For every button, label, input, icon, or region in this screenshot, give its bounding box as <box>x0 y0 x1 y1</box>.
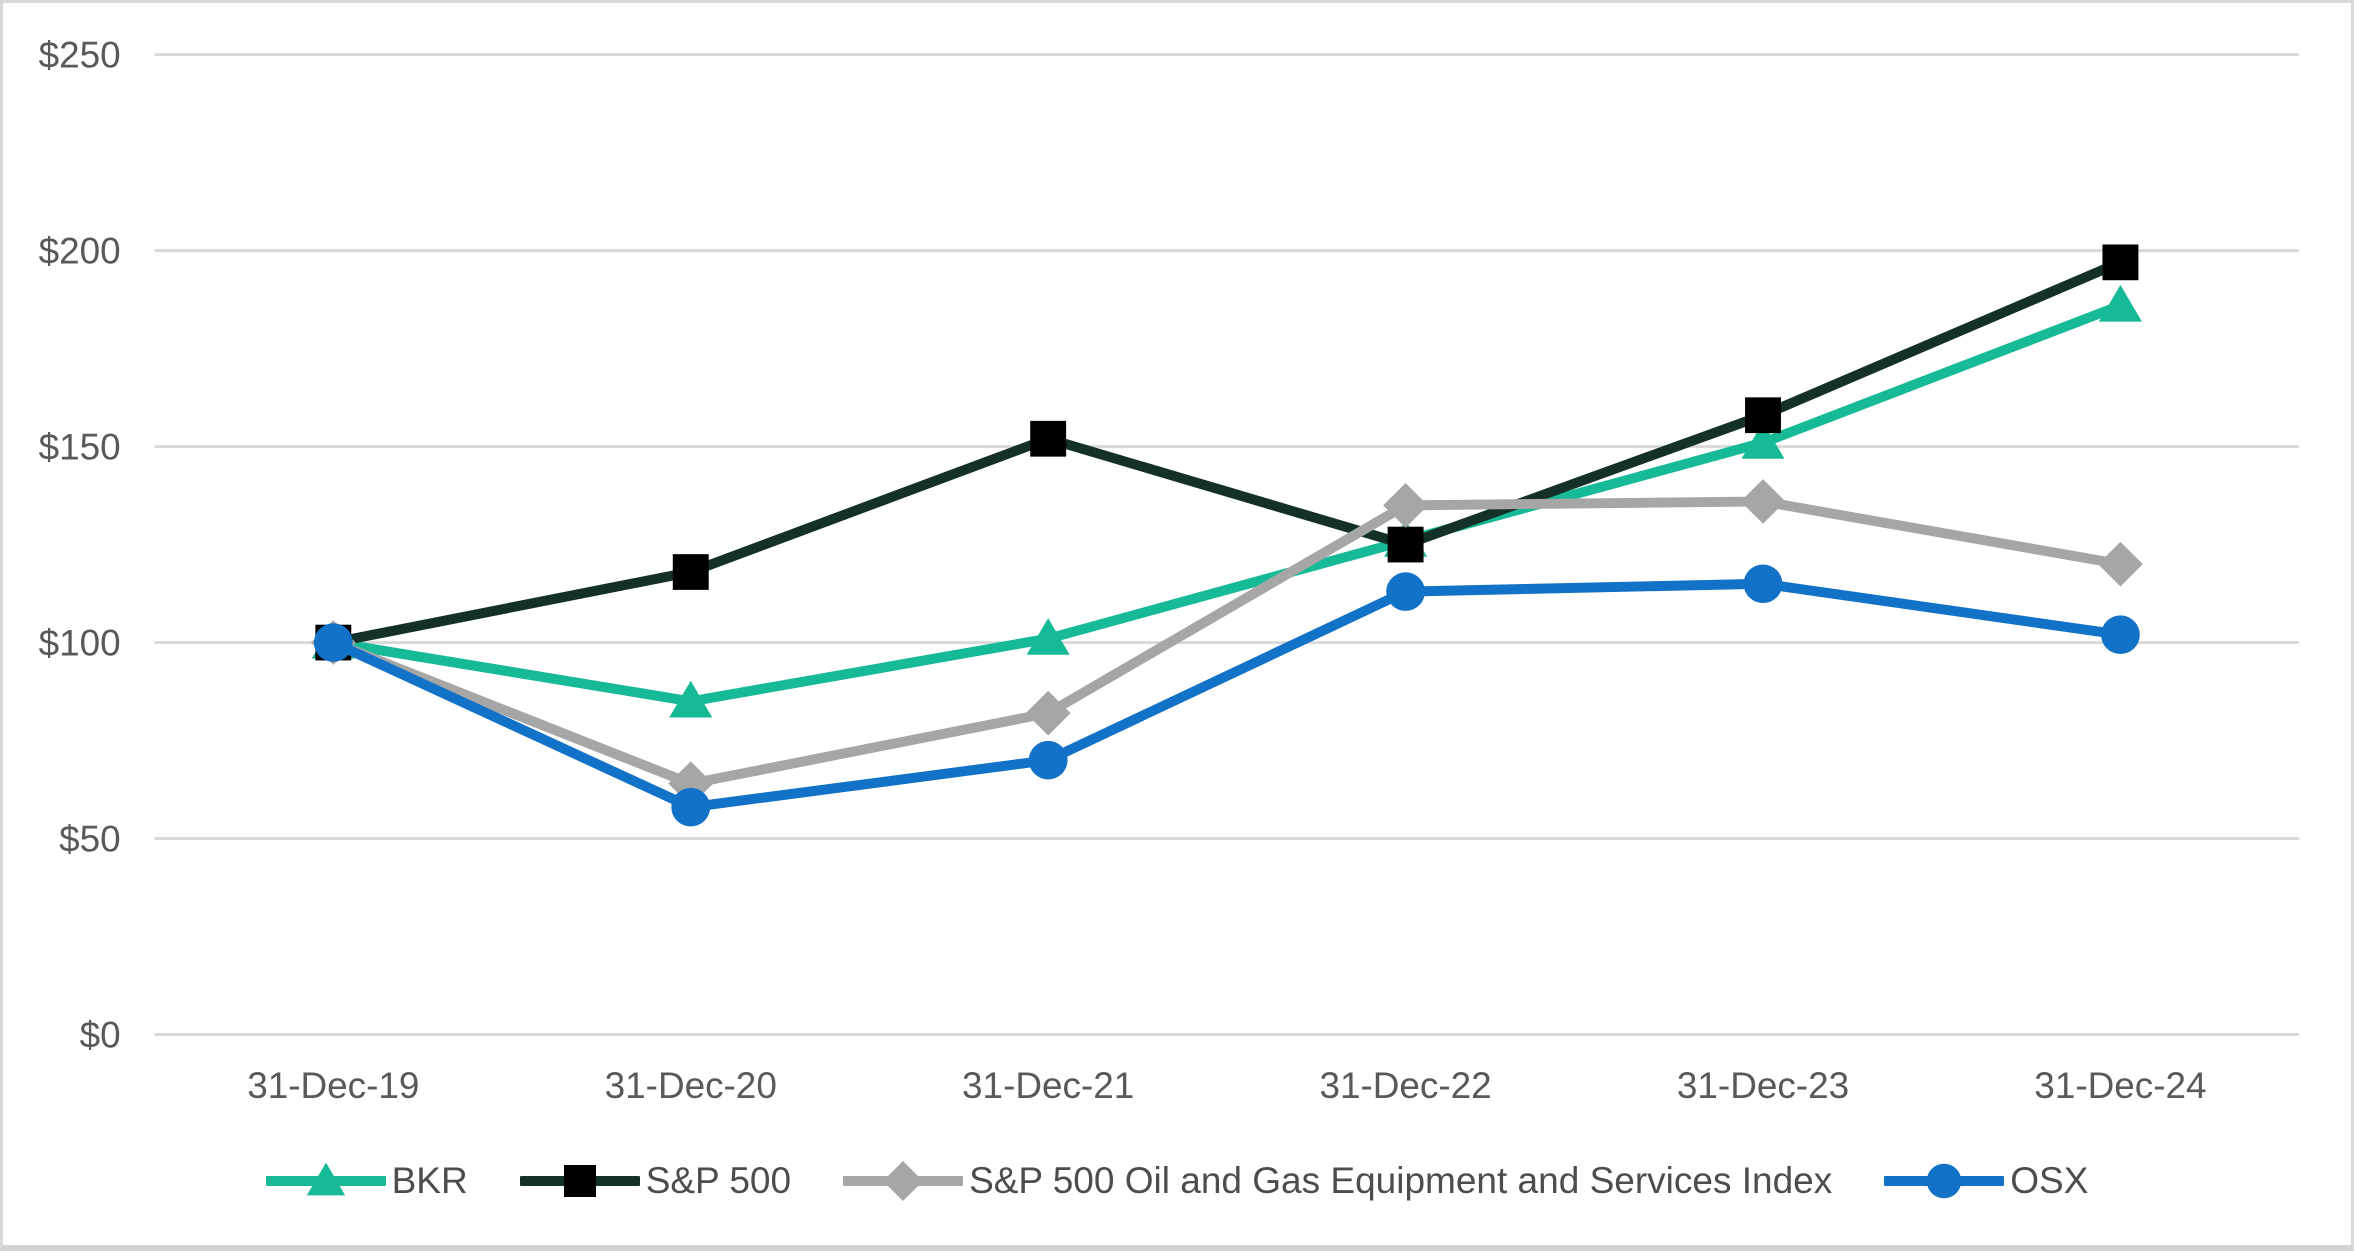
series-marker-s-p-500 <box>1030 420 1067 457</box>
series-marker-s-p-500-oil-and-gas-equipment-and-services-index <box>1025 690 1071 736</box>
y-axis-tick-label: $0 <box>80 1015 121 1056</box>
series-line-s-p-500-oil-and-gas-equipment-and-services-index <box>328 496 2126 789</box>
chart-legend: BKR S&P 500 S&P 500 Oil and Gas Equipment … <box>3 1149 2351 1213</box>
legend-circle-swatch-icon <box>1884 1163 2005 1199</box>
series-marker-osx <box>671 787 711 827</box>
series-marker-osx <box>2101 615 2140 655</box>
x-axis-tick-label: 31-Dec-24 <box>2034 1065 2206 1106</box>
series-marker-s-p-500-oil-and-gas-equipment-and-services-index <box>1740 479 1786 524</box>
series-line-s-p-500 <box>328 257 2126 648</box>
series-line-osx <box>328 578 2126 813</box>
legend-label-s-p-500-oil-and-gas-equipment-and-services-index: S&P 500 Oil and Gas Equipment and Servic… <box>969 1160 1833 1201</box>
series-marker-s-p-500 <box>2102 244 2139 281</box>
series-marker-bkr <box>1026 618 1070 655</box>
series-line-bkr <box>328 300 2126 707</box>
series-marker-osx <box>1028 740 1068 780</box>
legend-label-osx: OSX <box>2010 1160 2089 1201</box>
series-marker-osx <box>1386 572 1425 611</box>
series-marker-osx <box>1743 564 1783 604</box>
legend-marker-s-p-500-icon <box>563 1165 596 1197</box>
legend-item-bkr: BKR <box>265 1158 468 1204</box>
series-marker-s-p-500-oil-and-gas-equipment-and-services-index <box>1383 483 1429 528</box>
legend-marker-s-p-500-oil-and-gas-equipment-and-services-index-icon <box>883 1161 924 1201</box>
y-axis-tick-label: $50 <box>59 819 121 860</box>
series-marker-bkr <box>1741 422 1785 459</box>
x-axis-tick-label: 31-Dec-20 <box>605 1065 777 1106</box>
legend-triangle-swatch-icon <box>265 1162 386 1196</box>
series-marker-s-p-500 <box>672 554 709 590</box>
series-marker-s-p-500 <box>1387 526 1424 563</box>
y-axis-tick-label: $100 <box>39 623 121 664</box>
legend-diamond-swatch-icon <box>843 1161 964 1201</box>
legend-square-swatch-icon <box>519 1165 640 1197</box>
series-marker-bkr <box>669 680 713 718</box>
x-axis-tick-label: 31-Dec-22 <box>1319 1065 1491 1106</box>
series-marker-s-p-500 <box>1745 397 1781 434</box>
legend-item-s-p-500: S&P 500 <box>519 1158 792 1204</box>
legend-marker-osx-icon <box>1926 1163 1962 1199</box>
series-marker-osx <box>313 623 353 662</box>
performance-chart: $0 $50 $100 $150 $200 $250 31-Dec-19 31-Dec-20 3… <box>39 35 2300 1106</box>
x-axis-tick-label: 31-Dec-21 <box>962 1065 1134 1106</box>
y-axis-tick-label: $200 <box>39 231 121 272</box>
legend-label-s-p-500: S&P 500 <box>645 1160 792 1201</box>
legend-label-bkr: BKR <box>391 1160 468 1201</box>
y-axis-tick-label: $250 <box>39 35 121 76</box>
legend-item-osx: OSX <box>1884 1158 2088 1204</box>
series-marker-s-p-500-oil-and-gas-equipment-and-services-index <box>2097 541 2143 587</box>
x-axis-tick-label: 31-Dec-19 <box>247 1065 419 1106</box>
legend-item-s-p-500-oil-and-gas-equipment-and-services-index: S&P 500 Oil and Gas Equipment and Servic… <box>843 1158 1832 1204</box>
x-axis-tick-label: 31-Dec-23 <box>1677 1065 1849 1106</box>
series-marker-bkr <box>2098 284 2142 322</box>
legend-marker-bkr-icon <box>306 1162 345 1196</box>
y-axis-tick-label: $150 <box>39 427 121 468</box>
